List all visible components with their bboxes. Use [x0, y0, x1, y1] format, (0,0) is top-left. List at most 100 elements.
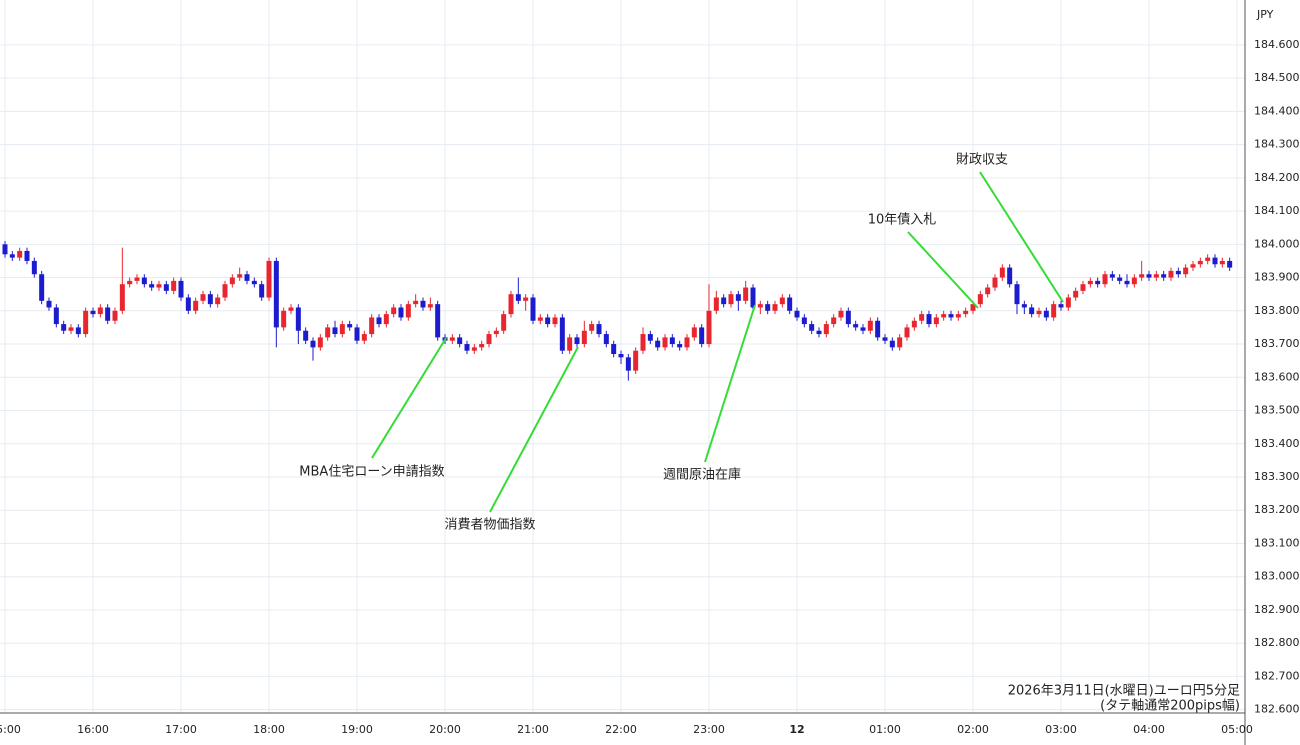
candle-body: [567, 337, 573, 351]
candle-body: [149, 284, 155, 288]
candle-body: [1139, 274, 1145, 278]
candle-body: [105, 307, 111, 321]
candle-body: [1183, 267, 1189, 275]
candle-body: [677, 344, 683, 348]
candle-body: [508, 294, 514, 315]
candle-body: [420, 300, 426, 308]
candle-body: [112, 310, 118, 321]
grid: [0, 0, 1245, 713]
candle-body: [970, 304, 976, 311]
candle-body: [999, 267, 1005, 278]
candle-body: [801, 317, 807, 325]
candle-body: [97, 307, 103, 315]
candle-body: [875, 320, 881, 338]
annotation: 財政収支: [956, 153, 1008, 168]
candle-body: [948, 314, 954, 318]
candle-body: [640, 334, 646, 351]
candle-body: [332, 327, 338, 335]
candle-body: [838, 310, 844, 318]
y-tick-label: 184.000: [1254, 237, 1300, 250]
candle-body: [405, 304, 411, 318]
candle-body: [647, 334, 653, 341]
y-tick-label: 183.300: [1254, 470, 1300, 483]
x-tick-label: 20:00: [429, 723, 461, 736]
candle-body: [889, 340, 895, 348]
candle-body: [163, 284, 169, 291]
candle-body: [845, 310, 851, 325]
candle-body: [1219, 260, 1225, 265]
candle-body: [127, 280, 133, 285]
candle-body: [479, 344, 485, 348]
candle-body: [523, 297, 529, 301]
currency-label: JPY: [1256, 8, 1274, 21]
candle-body: [1029, 307, 1035, 315]
x-tick-label: 01:00: [869, 723, 901, 736]
x-tick-label: 21:00: [517, 723, 549, 736]
candle-body: [977, 294, 983, 305]
candle-body: [706, 310, 712, 345]
y-tick-label: 183.400: [1254, 437, 1300, 450]
candle-body: [867, 320, 873, 331]
candle-body: [1190, 264, 1196, 268]
x-tick-label: 12: [789, 723, 804, 736]
candle-body: [68, 327, 74, 331]
candle-body: [823, 324, 829, 335]
candle-body: [933, 317, 939, 325]
candle-body: [288, 307, 294, 311]
annotation: 週間原油在庫: [663, 468, 741, 483]
x-tick-label: 19:00: [341, 723, 373, 736]
candle-body: [53, 307, 59, 325]
y-tick-label: 182.700: [1254, 669, 1300, 682]
candle-body: [1153, 274, 1159, 278]
candle-body: [699, 327, 705, 345]
y-tick-label: 183.100: [1254, 536, 1300, 549]
candle-body: [1021, 304, 1027, 308]
candle-body: [559, 317, 565, 351]
candle-body: [655, 340, 661, 348]
x-tick-label: 04:00: [1133, 723, 1165, 736]
candle-body: [1146, 274, 1152, 278]
y-tick-label: 184.200: [1254, 171, 1300, 184]
candle-body: [185, 297, 191, 311]
y-tick-label: 184.600: [1254, 38, 1300, 51]
annotation-line: [371, 337, 447, 459]
candle-body: [911, 320, 917, 328]
annotation-line: [489, 346, 579, 513]
x-tick-label: 02:00: [957, 723, 989, 736]
y-tick-label: 182.900: [1254, 603, 1300, 616]
candle-body: [757, 304, 763, 308]
annotation-line: [907, 231, 979, 309]
candle-body: [1175, 270, 1181, 275]
candle-body: [383, 314, 389, 325]
candle-body: [310, 340, 316, 348]
y-tick-label: 184.500: [1254, 71, 1300, 84]
candle-body: [735, 294, 741, 301]
candle-body: [493, 330, 499, 335]
y-tick-label: 183.200: [1254, 503, 1300, 516]
candle-body: [1087, 280, 1093, 285]
candle-body: [728, 294, 734, 305]
candle-body: [303, 330, 309, 341]
y-tick-label: 183.000: [1254, 570, 1300, 583]
candle-body: [266, 260, 272, 298]
x-tick-label: 18:00: [253, 723, 285, 736]
candle-body: [141, 277, 147, 285]
candle-body: [926, 314, 932, 325]
candle-body: [398, 307, 404, 318]
candle-body: [237, 274, 243, 278]
candle-body: [1036, 310, 1042, 315]
candle-body: [574, 337, 580, 345]
y-tick-label: 183.800: [1254, 304, 1300, 317]
candle-body: [860, 327, 866, 331]
x-tick-label: 03:00: [1045, 723, 1077, 736]
candle-body: [743, 287, 749, 301]
candle-body: [669, 337, 675, 345]
candle-body: [457, 337, 463, 345]
candle-body: [413, 300, 419, 305]
y-tick-label: 182.800: [1254, 636, 1300, 649]
candle-body: [684, 337, 690, 348]
candle-body: [765, 304, 771, 311]
candle-body: [992, 277, 998, 288]
candle-body: [9, 254, 15, 258]
candle-body: [919, 314, 925, 321]
